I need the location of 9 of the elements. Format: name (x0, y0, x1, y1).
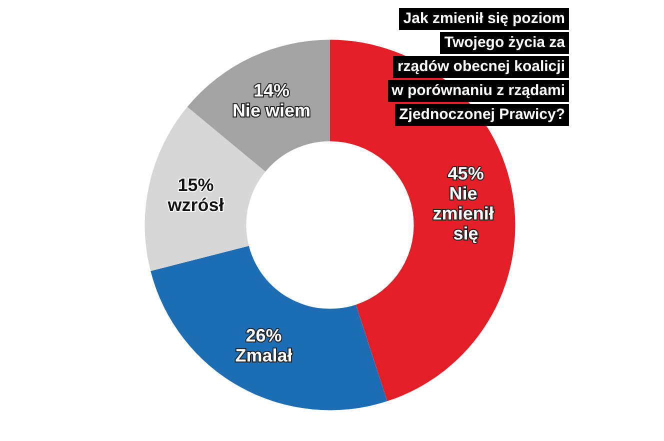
text: Jak zmienił się poziom Twojego życia za rządów obecnej koalicji w porównaniu z rządami Zjednoczonej Prawicy? (390, 9, 566, 125)
slice-label: Zmalał (235, 345, 292, 366)
slice-label: Nie zmienił się (432, 183, 499, 244)
data-label: 45% (448, 163, 484, 184)
slice-label: Nie wiem (232, 100, 310, 121)
data-label: 15% (178, 175, 214, 196)
slice-label: wzrósł (166, 195, 224, 216)
data-label: 26% (246, 325, 282, 346)
data-label: 14% (253, 80, 290, 101)
